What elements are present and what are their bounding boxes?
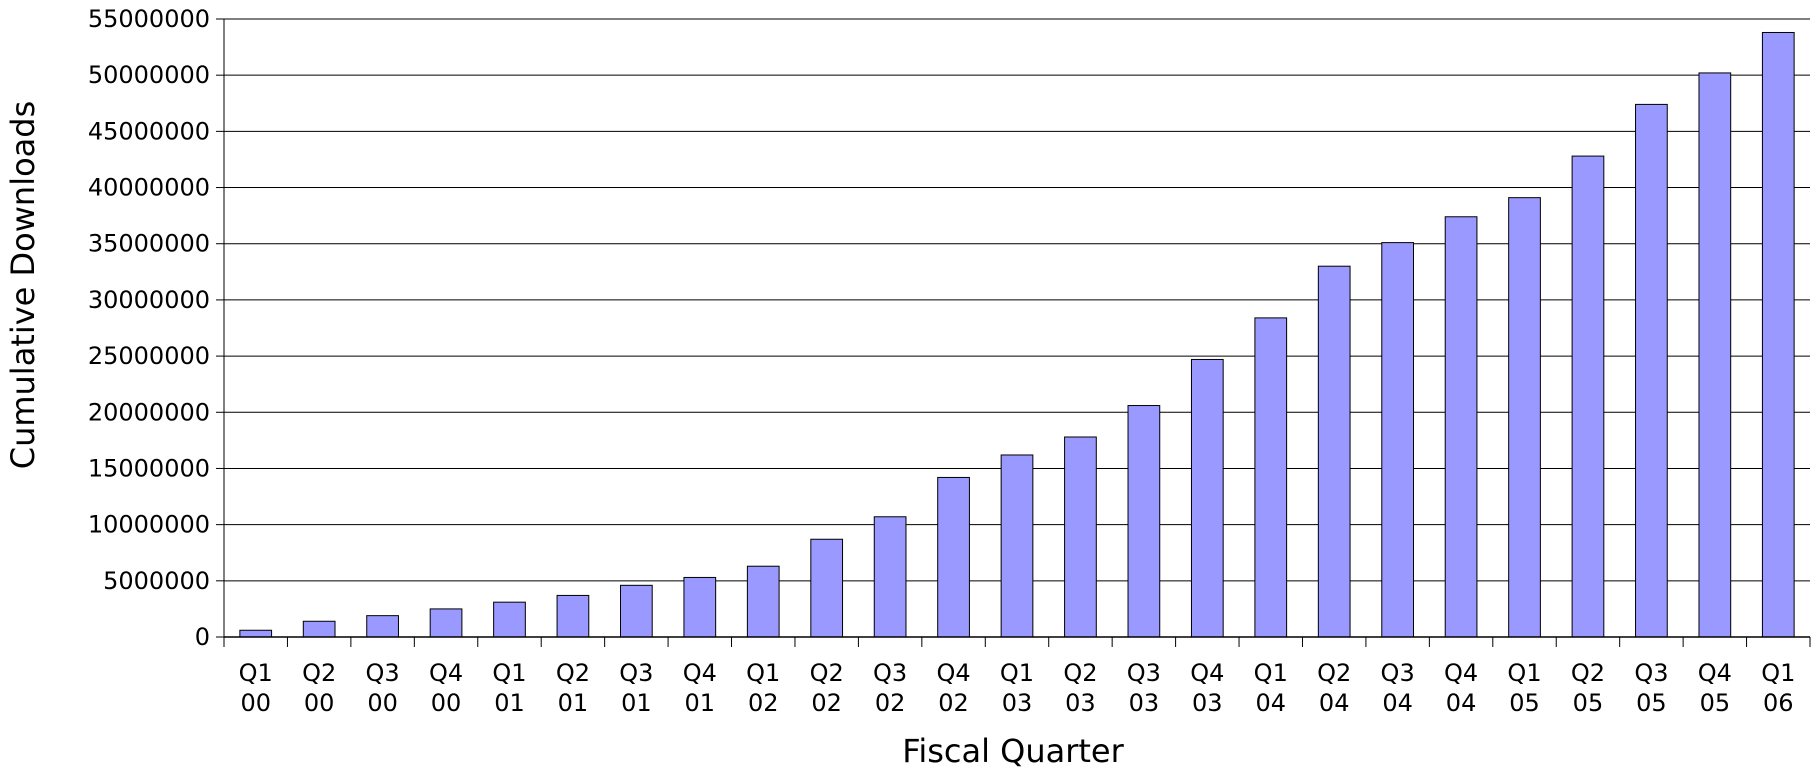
x-tick-label: Q3 03 [1127, 659, 1161, 717]
x-tick-label: Q2 01 [556, 659, 590, 717]
x-tick-label: Q1 02 [746, 659, 780, 717]
bar [937, 476, 970, 638]
x-tick-label: Q2 03 [1063, 659, 1097, 717]
x-tick-label: Q1 01 [492, 659, 526, 717]
bar [302, 620, 336, 638]
x-tick-label: Q3 04 [1381, 659, 1415, 717]
bar [1444, 216, 1478, 638]
y-tick-label: 35000000 [88, 230, 210, 258]
x-tick-label: Q3 01 [619, 659, 653, 717]
x-tick-label: Q1 06 [1761, 659, 1795, 717]
x-tick-label: Q2 02 [810, 659, 844, 717]
x-tick-labels: Q1 00 Q2 00 Q3 00 Q4 00 Q1 01 Q2 01 Q3 01 Q4 01 Q1 02 Q2 02… [239, 659, 1796, 717]
y-tick-label: 20000000 [88, 398, 210, 426]
bar [1254, 317, 1288, 638]
x-tick-label: Q3 05 [1634, 659, 1668, 717]
bar [1190, 358, 1224, 638]
bar [1317, 265, 1351, 638]
x-axis-title: Fiscal Quarter [902, 732, 1124, 769]
x-tick-label: Q4 02 [936, 659, 970, 717]
bar [873, 516, 907, 638]
x-tick-label: Q4 04 [1444, 659, 1478, 717]
x-tick-label: Q4 05 [1698, 659, 1732, 717]
grid-lines [224, 18, 1810, 582]
y-tick-label: 55000000 [88, 5, 210, 33]
bar [1635, 103, 1668, 638]
bar [239, 629, 273, 638]
bar [1761, 31, 1795, 638]
y-tick-label: 0 [195, 623, 210, 651]
y-tick-label: 45000000 [88, 117, 210, 145]
y-tick-label: 5000000 [103, 567, 210, 595]
bar [620, 584, 653, 638]
x-tick-label: Q2 05 [1571, 659, 1605, 717]
x-tick-label: Q1 04 [1254, 659, 1288, 717]
y-tick-label: 25000000 [88, 342, 210, 370]
bar [1000, 454, 1034, 638]
y-tick-label: 15000000 [88, 454, 210, 482]
x-tick-label: Q3 00 [366, 659, 400, 717]
bar [1127, 405, 1161, 638]
x-tick-label: Q1 05 [1507, 659, 1541, 717]
bars [239, 31, 1795, 638]
y-tick-label: 30000000 [88, 286, 210, 314]
bar [556, 594, 590, 638]
x-tick-label: Q4 01 [683, 659, 717, 717]
x-tick-label: Q1 03 [1000, 659, 1034, 717]
y-tick-label: 50000000 [88, 61, 210, 89]
bar [1064, 436, 1097, 638]
x-tick-label: Q2 00 [302, 659, 336, 717]
bar [1698, 72, 1732, 638]
bar [493, 601, 526, 638]
axes [216, 18, 1811, 647]
bar [746, 565, 780, 638]
bar [1508, 197, 1541, 638]
y-axis-title: Cumulative Downloads [4, 101, 42, 470]
x-tick-label: Q1 00 [239, 659, 273, 717]
bar [683, 576, 717, 638]
bar [1381, 242, 1415, 638]
x-tick-label: Q3 02 [873, 659, 907, 717]
bar [810, 538, 844, 638]
y-tick-label: 10000000 [88, 511, 210, 539]
x-tick-label: Q4 03 [1190, 659, 1224, 717]
bar [366, 615, 399, 638]
bar [429, 608, 463, 638]
x-tick-label: Q4 00 [429, 659, 463, 717]
x-tick-label: Q2 04 [1317, 659, 1351, 717]
bar [1571, 155, 1605, 638]
y-tick-label: 40000000 [88, 174, 210, 202]
y-tick-labels: 0 5000000 10000000 15000000 20000000 25000000… [88, 5, 210, 651]
